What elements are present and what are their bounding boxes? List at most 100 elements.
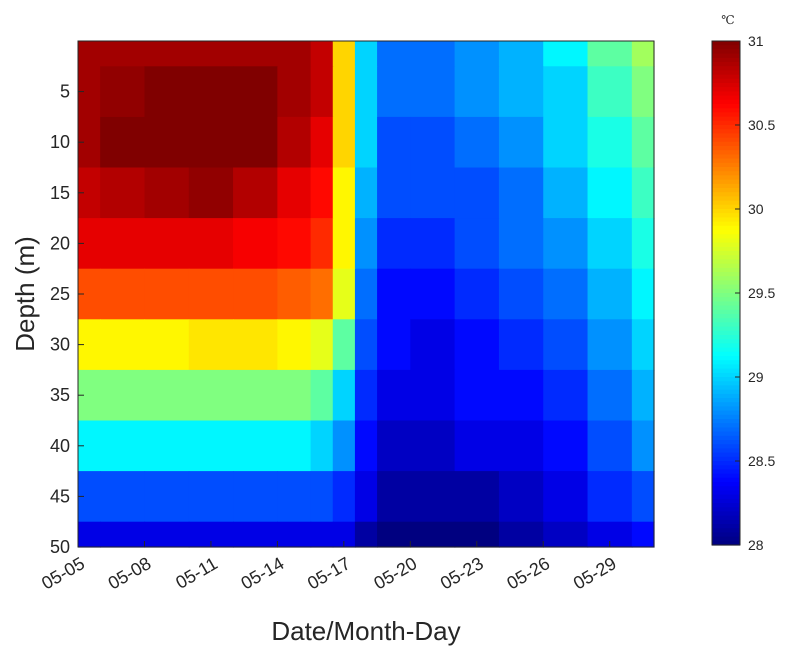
heatmap-cell <box>144 116 190 169</box>
colorbar-segment <box>712 221 740 227</box>
colorbar-segment <box>712 330 740 336</box>
colorbar-segment <box>712 192 740 197</box>
heatmap-cell <box>144 41 190 67</box>
heatmap-cell <box>277 167 312 219</box>
heatmap-cell <box>543 369 589 422</box>
heatmap-cell <box>144 218 190 270</box>
colorbar-segment <box>712 129 740 134</box>
colorbar-segment <box>712 175 740 181</box>
heatmap-cell <box>454 167 500 219</box>
heatmap-cell <box>332 116 356 169</box>
heatmap-cell <box>277 268 312 320</box>
heatmap-cell <box>454 369 500 422</box>
heatmap-cell <box>310 66 334 118</box>
heatmap-cell <box>277 420 312 472</box>
heatmap-cell <box>100 369 146 422</box>
colorbar-segment <box>712 456 740 462</box>
colorbar-segment <box>712 431 740 437</box>
x-axis-title: Date/Month-Day <box>271 616 460 646</box>
heatmap-cell <box>587 369 633 422</box>
heatmap-cell <box>78 66 101 118</box>
heatmap-cell <box>410 420 456 472</box>
colorbar-segment <box>712 351 740 357</box>
colorbar-segment <box>712 494 740 500</box>
colorbar-segment <box>712 146 740 151</box>
colorbar-segment <box>712 171 740 176</box>
heatmap-cell <box>310 218 334 270</box>
y-tick-label: 35 <box>50 385 70 405</box>
heatmap-cell <box>631 66 655 118</box>
colorbar-segment <box>712 154 740 160</box>
colorbar-segment <box>712 95 740 101</box>
colorbar-segment <box>712 53 740 59</box>
colorbar-ticks: 28 28.5 29 29.5 30 30.5 31 <box>735 33 775 553</box>
colorbar-segment <box>712 482 740 487</box>
heatmap-cell <box>78 167 101 219</box>
heatmap-cell <box>188 471 234 523</box>
heatmap-cell <box>410 521 456 548</box>
heatmap-cell <box>233 218 278 270</box>
colorbar-segment <box>712 469 740 475</box>
colorbar-segment <box>712 477 740 483</box>
colorbar-segment <box>712 503 740 508</box>
heatmap-cell <box>233 268 278 320</box>
colorbar-segment <box>712 419 740 424</box>
colorbar-segment <box>712 511 740 517</box>
heatmap-cell <box>78 369 101 422</box>
heatmap-cell <box>587 41 633 67</box>
colorbar-segment <box>712 385 740 391</box>
colorbar-segment <box>712 473 740 479</box>
heatmap-cells <box>78 41 655 548</box>
heatmap-cell <box>332 420 356 472</box>
colorbar-segment <box>712 246 740 252</box>
heatmap-cell <box>310 116 334 169</box>
heatmap-cell <box>277 319 312 371</box>
colorbar-segment <box>712 259 740 265</box>
heatmap-cell <box>377 66 411 118</box>
heatmap-cell <box>354 66 378 118</box>
colorbar-segment <box>712 179 740 185</box>
heatmap-cell <box>332 319 356 371</box>
colorbar-segment <box>712 364 740 370</box>
heatmap-cell <box>332 369 356 422</box>
heatmap-cell <box>543 41 589 67</box>
colorbar-segment <box>712 137 740 143</box>
heatmap-cell <box>377 319 411 371</box>
heatmap-cell <box>354 319 378 371</box>
y-tick-label: 25 <box>50 284 70 304</box>
colorbar-segment <box>712 347 740 353</box>
heatmap-cell <box>377 521 411 548</box>
colorbar-segment <box>712 486 740 491</box>
heatmap-cell <box>188 369 234 422</box>
colorbar-segment <box>712 368 740 374</box>
heatmap-cell <box>332 167 356 219</box>
colorbar-segment <box>712 150 740 155</box>
colorbar-segment <box>712 288 740 294</box>
colorbar-segment <box>712 116 740 122</box>
colorbar-tick-label: 28 <box>748 537 764 553</box>
heatmap-cell <box>498 420 544 472</box>
heatmap-cell <box>354 167 378 219</box>
heatmap-cell <box>631 41 655 67</box>
heatmap-cell <box>354 521 378 548</box>
heatmap-cell <box>631 167 655 219</box>
colorbar-segment <box>712 57 740 63</box>
heatmap-cell <box>233 369 278 422</box>
heatmap-cell <box>277 521 312 548</box>
colorbar-segment <box>712 284 740 290</box>
colorbar-segment <box>712 536 740 542</box>
colorbar-segment <box>712 377 740 382</box>
colorbar-segment <box>712 183 740 189</box>
colorbar-segment <box>712 167 740 172</box>
colorbar-segment <box>712 318 740 323</box>
heatmap-cell <box>78 521 101 548</box>
heatmap-cell <box>277 369 312 422</box>
heatmap-cell <box>498 218 544 270</box>
heatmap-cell <box>410 116 456 169</box>
colorbar-segment <box>712 498 740 504</box>
heatmap-cell <box>233 66 278 118</box>
heatmap-cell <box>277 41 312 67</box>
heatmap-cell <box>454 66 500 118</box>
colorbar-segment <box>712 528 740 533</box>
